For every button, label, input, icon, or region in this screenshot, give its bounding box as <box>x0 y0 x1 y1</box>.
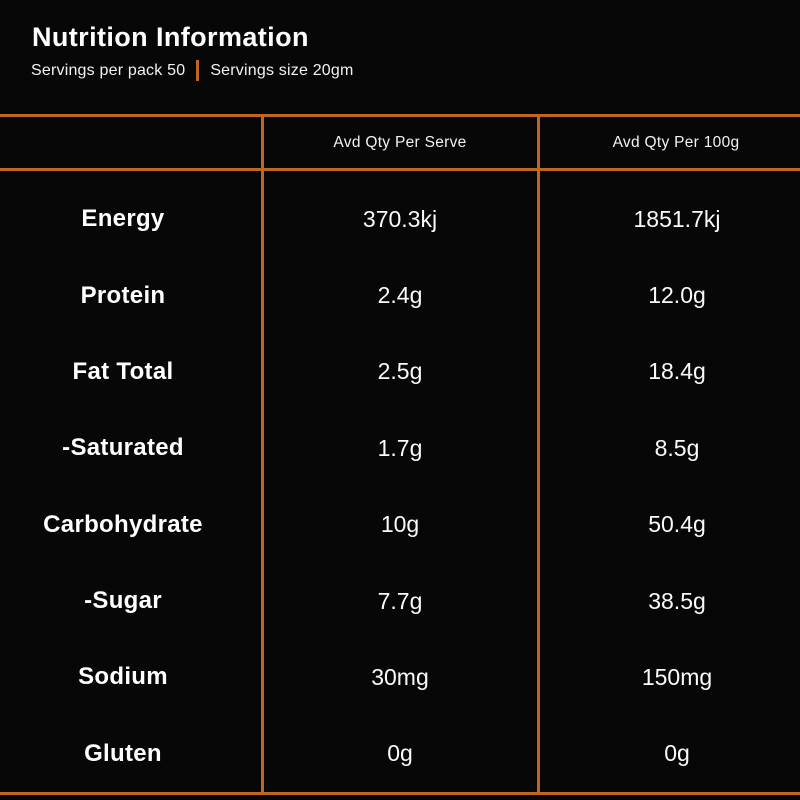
row-value-per-serve: 30mg <box>371 663 429 690</box>
column-divider-1 <box>261 117 264 792</box>
row-value-per-serve: 1.7g <box>377 434 423 461</box>
row-value-per-100g: 38.5g <box>648 587 706 614</box>
row-value-per-100g: 1851.7kj <box>633 205 721 232</box>
row-value-per-100g: 8.5g <box>654 434 700 461</box>
row-label-carbohydrate: Carbohydrate <box>43 510 203 538</box>
row-value-per-serve: 370.3kj <box>362 205 438 232</box>
row-value-per-100g: 0g <box>664 740 690 767</box>
row-value-per-serve: 0g <box>387 740 413 767</box>
separator-bar <box>196 60 200 81</box>
row-label-fat-total: Fat Total <box>72 357 174 385</box>
column-header-per-serve: Avd Qty Per Serve <box>333 133 467 151</box>
column-header-per-100g: Avd Qty Per 100g <box>612 133 740 151</box>
row-label-gluten: Gluten <box>84 739 162 767</box>
row-value-per-serve: 7.7g <box>377 587 423 614</box>
servings-per-pack-text: Servings per pack 50 <box>31 61 186 79</box>
column-divider-2 <box>537 117 540 792</box>
row-value-per-serve: 2.4g <box>377 282 423 309</box>
row-value-per-100g: 150mg <box>641 663 713 690</box>
table-header-row: Avd Qty Per Serve Avd Qty Per 100g <box>0 117 800 171</box>
row-value-per-100g: 18.4g <box>648 358 706 385</box>
row-value-per-100g: 50.4g <box>648 511 706 538</box>
row-label-energy: Energy <box>81 205 165 233</box>
table-body: Energy 370.3kj 1851.7kj Protein 2.4g 12.… <box>0 171 800 792</box>
row-label-sodium: Sodium <box>78 663 168 691</box>
servings-info: Servings per pack 50 Servings size 20gm <box>31 60 354 81</box>
row-label-saturated: -Saturated <box>62 434 184 462</box>
column-header-blank <box>0 117 262 168</box>
row-label-protein: Protein <box>80 281 166 309</box>
row-value-per-serve: 10g <box>380 511 420 538</box>
page-title: Nutrition Information <box>32 22 309 52</box>
row-value-per-100g: 12.0g <box>648 282 706 309</box>
nutrition-table: Avd Qty Per Serve Avd Qty Per 100g Energ… <box>0 114 800 795</box>
servings-size-text: Servings size 20gm <box>210 61 354 79</box>
row-value-per-serve: 2.5g <box>377 358 423 385</box>
row-label-sugar: -Sugar <box>84 587 162 615</box>
